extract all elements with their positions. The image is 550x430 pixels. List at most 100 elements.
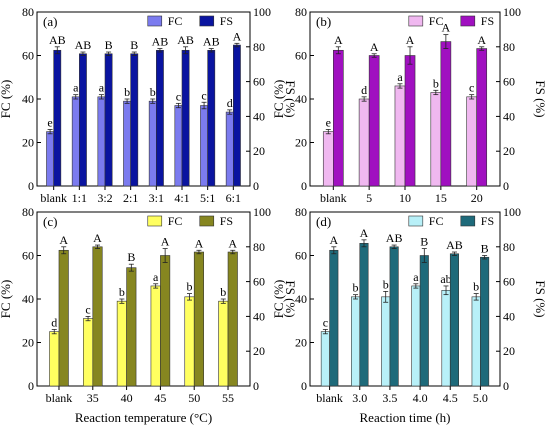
significance-label: b [220, 285, 226, 299]
significance-label: ab [440, 272, 451, 286]
bar-fc [174, 105, 183, 187]
y-left-tick-label: 60 [295, 249, 307, 263]
bar-fs [92, 246, 103, 387]
bar-fs [449, 253, 459, 387]
bar-fc [83, 318, 94, 387]
y-right-tick-label: 0 [253, 179, 259, 193]
y-left-tick-label: 0 [28, 379, 34, 393]
significance-label: B [420, 235, 428, 249]
y-left-tick-label: 40 [295, 92, 307, 106]
y-left-tick-label: 20 [22, 136, 34, 150]
significance-label: c [176, 89, 181, 103]
bar-fs [480, 256, 490, 387]
bar-fc [97, 96, 106, 187]
bar-fc [49, 331, 60, 387]
y-left-tick-label: 60 [22, 49, 34, 63]
x-tick-label: 3:2 [97, 191, 112, 205]
bar-fs [389, 246, 399, 387]
bar-fs [419, 255, 429, 387]
significance-label: b [186, 280, 192, 294]
y-left-tick-label: 80 [295, 205, 307, 219]
bar-fc [466, 96, 477, 187]
bar-fs [329, 249, 339, 387]
x-tick-label: 3.5 [382, 391, 397, 405]
x-tick-label: blank [46, 391, 73, 405]
bar-fc [320, 331, 330, 387]
significance-label: b [383, 277, 389, 291]
bar-fc [225, 111, 234, 187]
legend-label: FS [481, 214, 494, 228]
legend-swatch [199, 15, 215, 27]
x-tick-label: 50 [188, 391, 200, 405]
y-right-tick-label: 40 [503, 309, 515, 323]
y-axis-title-right: FS (%) [283, 80, 298, 117]
significance-label: A [370, 40, 379, 54]
bar-fc [430, 92, 442, 187]
x-tick-label: 40 [121, 391, 133, 405]
bar-fc [322, 131, 334, 187]
x-tick-label: 4:1 [174, 191, 189, 205]
legend-swatch [408, 15, 424, 27]
y-right-tick-label: 80 [253, 40, 265, 54]
y-right-tick-label: 100 [253, 5, 271, 19]
panel-label: (b) [316, 14, 331, 29]
significance-label: a [153, 270, 159, 284]
x-axis-title: Reaction temperature (°C) [75, 410, 212, 425]
y-right-tick-label: 40 [503, 109, 515, 123]
x-tick-label: 10 [399, 191, 411, 205]
y-axis-title-right: FS (%) [533, 280, 548, 317]
significance-label: AB [75, 38, 92, 52]
plot-frame [36, 211, 251, 387]
significance-label: e [326, 115, 331, 129]
y-axis-title-left: FC (%) [271, 280, 286, 319]
significance-label: B [127, 250, 135, 264]
significance-label: AB [177, 33, 194, 47]
y-right-tick-label: 80 [503, 240, 515, 254]
significance-label: A [442, 21, 451, 35]
significance-label: b [119, 285, 125, 299]
legend-swatch [147, 15, 163, 27]
bar-fs [207, 49, 216, 187]
significance-label: A [334, 33, 343, 47]
y-left-tick-label: 80 [22, 205, 34, 219]
y-right-tick-label: 60 [253, 75, 265, 89]
significance-label: A [360, 226, 369, 240]
x-tick-label: 3.0 [352, 391, 367, 405]
bar-fs [181, 49, 190, 187]
x-tick-label: 5.0 [473, 391, 488, 405]
bar-fs [193, 251, 204, 387]
y-left-tick-label: 20 [22, 336, 34, 350]
significance-label: A [406, 33, 415, 47]
bar-fs [359, 243, 369, 387]
legend-label: FS [481, 14, 494, 28]
bar-fs [333, 49, 344, 187]
significance-label: AB [203, 35, 220, 49]
x-tick-label: 55 [222, 391, 234, 405]
y-right-tick-label: 0 [253, 379, 259, 393]
significance-label: b [150, 85, 156, 99]
significance-label: A [93, 231, 102, 245]
y-left-tick-label: 40 [22, 92, 34, 106]
bar-fc [441, 289, 451, 387]
y-right-tick-label: 40 [253, 309, 265, 323]
x-tick-label: 4.5 [443, 391, 458, 405]
bar-fs [104, 53, 113, 187]
bar-fs [476, 48, 488, 187]
panel-label: (c) [43, 214, 57, 229]
y-right-tick-label: 100 [503, 5, 521, 19]
y-right-tick-label: 0 [503, 179, 509, 193]
y-left-tick-label: 40 [295, 292, 307, 306]
significance-label: d [51, 315, 57, 329]
bar-fc [123, 100, 131, 187]
bar-fc [351, 296, 361, 387]
bar-fc [184, 296, 195, 387]
bar-fs [160, 255, 171, 387]
bar-fc [71, 96, 80, 187]
significance-label: A [477, 33, 486, 47]
panel-label: (d) [316, 214, 331, 229]
bar-fs [79, 53, 87, 187]
y-right-tick-label: 20 [503, 144, 515, 158]
bar-fc [148, 100, 157, 187]
y-right-tick-label: 100 [253, 205, 271, 219]
